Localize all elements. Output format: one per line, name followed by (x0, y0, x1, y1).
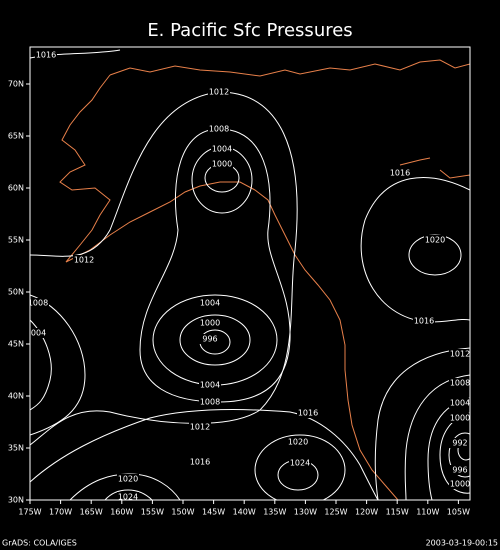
contour-label: 1016 (190, 458, 210, 467)
contour-labels: 1016 1012 1008 1004 1000 1012 1016 1020 1016 1008… (26, 50, 470, 502)
contour-label: 1008 (450, 379, 470, 388)
contour-label-bg (449, 479, 470, 489)
contour-label: 996 (202, 335, 217, 344)
lat-label: 60N (8, 184, 24, 193)
contour-label: 1024 (290, 459, 310, 468)
contour-label-bg (199, 298, 221, 308)
contour-label-bg (199, 397, 221, 407)
footer-right: 2003-03-19-00:15 (426, 539, 498, 548)
contour-label-bg (289, 458, 311, 468)
map-title: E. Pacific Sfc Pressures (147, 20, 352, 41)
contour-label: 1016 (36, 51, 56, 60)
contour-label-bg (413, 316, 435, 326)
contour-label: 1004 (26, 329, 46, 338)
lon-label: 135W (263, 508, 286, 517)
lon-label: 160W (110, 508, 133, 517)
contour-label: 1024 (118, 493, 138, 502)
lat-label: 45N (8, 340, 24, 349)
contour-label-bg (449, 438, 470, 448)
lon-label: 105W (447, 508, 470, 517)
contour-label: 1008 (28, 299, 48, 308)
contour-label-bg (35, 50, 57, 60)
contour-label-bg (287, 437, 309, 447)
contour-label: 1012 (74, 256, 94, 265)
lon-label: 155W (141, 508, 164, 517)
contour-label-bg (189, 457, 211, 467)
coastline (59, 59, 470, 500)
contour-label: 1020 (288, 438, 308, 447)
lat-label: 50N (8, 288, 24, 297)
contour-label: 1000 (450, 414, 470, 423)
lon-label: 175W (18, 508, 41, 517)
contour-label-bg (424, 235, 446, 245)
contour-label: 1000 (200, 319, 220, 328)
contour-label: 996 (452, 466, 467, 475)
contour-label-bg (30, 298, 49, 308)
contour-label: 992 (452, 439, 467, 448)
contour-label-bg (199, 380, 221, 390)
contour-label: 1016 (414, 317, 434, 326)
contour-label: 1004 (200, 381, 220, 390)
contour-label: 1004 (450, 399, 470, 408)
contour-label-bg (297, 408, 319, 418)
contour-label-bg (208, 87, 230, 97)
contour-label-bg (389, 168, 411, 178)
lat-label: 40N (8, 392, 24, 401)
lon-label: 115W (386, 508, 409, 517)
contour-label-bg (117, 492, 139, 500)
contour-label-bg (199, 334, 221, 344)
contour-label-bg (117, 474, 139, 484)
footer-left: GrADS: COLA/IGES (2, 539, 77, 548)
lon-label: 110W (416, 508, 439, 517)
contour-label-bg (449, 413, 470, 423)
lat-label: 70N (8, 80, 24, 89)
contour-label-bg (211, 144, 233, 154)
lon-label: 130W (294, 508, 317, 517)
contour-label: 1000 (212, 160, 232, 169)
contour-label: 1008 (200, 398, 220, 407)
contour-label-bg (449, 378, 470, 388)
lon-label: 150W (171, 508, 194, 517)
contour-label: 1004 (200, 299, 220, 308)
contour-label: 1012 (450, 350, 470, 359)
contour-label: 1020 (118, 475, 138, 484)
lat-label: 35N (8, 444, 24, 453)
contour-label: 1016 (390, 169, 410, 178)
contour-label-bg (211, 159, 233, 169)
map-frame (29, 46, 471, 501)
contour-label-bg (199, 318, 221, 328)
lon-label: 140W (233, 508, 256, 517)
contour-label: 1004 (212, 145, 232, 154)
contour-label-bg (73, 255, 95, 265)
lon-label: 125W (324, 508, 347, 517)
lat-label: 30N (8, 496, 24, 505)
contour-label: 1012 (190, 423, 210, 432)
contour-label: 1020 (425, 236, 445, 245)
contour-label: 1008 (209, 125, 229, 134)
contour-label: 1000 (450, 480, 470, 489)
contour-label-bg (189, 422, 211, 432)
contour-label-bg (449, 398, 470, 408)
contour-label-bg (208, 124, 230, 134)
lat-label: 55N (8, 236, 24, 245)
lon-label: 120W (355, 508, 378, 517)
contour-label-bg (30, 328, 47, 338)
lat-label: 65N (8, 132, 24, 141)
contour-label-bg (449, 465, 470, 475)
contour-label: 1012 (209, 88, 229, 97)
axes: 175W 170W 165W 160W 155W 150W 145W 140W 135W 130W… (8, 80, 470, 517)
lon-label: 170W (49, 508, 72, 517)
map-area: 1016 1012 1008 1004 1000 1012 1016 1020 1016 1008… (26, 49, 470, 502)
contour-label-bg (449, 349, 470, 359)
contour-label: 1016 (298, 409, 318, 418)
lon-label: 165W (80, 508, 103, 517)
lon-label: 145W (202, 508, 225, 517)
